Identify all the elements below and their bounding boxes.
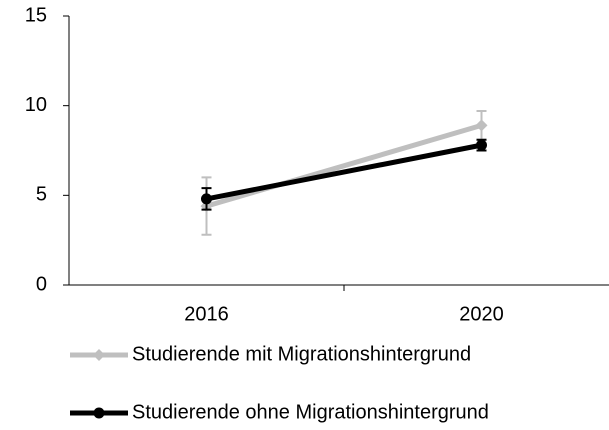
legend-marker — [93, 407, 105, 419]
y-tick-label: 0 — [36, 273, 47, 295]
x-tick-label: 2016 — [184, 303, 229, 325]
series-line — [205, 122, 483, 209]
y-tick-label: 10 — [25, 94, 47, 116]
legend-label: Studierende ohne Migrationshintergrund — [132, 401, 489, 423]
legend-marker — [93, 349, 105, 361]
legend-label: Studierende mit Migrationshintergrund — [132, 343, 471, 365]
data-point — [475, 119, 488, 132]
data-point — [201, 193, 212, 205]
y-tick-label: 5 — [36, 184, 47, 206]
series-line — [206, 142, 482, 202]
y-tick-label: 15 — [25, 4, 47, 26]
data-point — [476, 139, 487, 151]
x-tick-label: 2020 — [459, 303, 504, 325]
